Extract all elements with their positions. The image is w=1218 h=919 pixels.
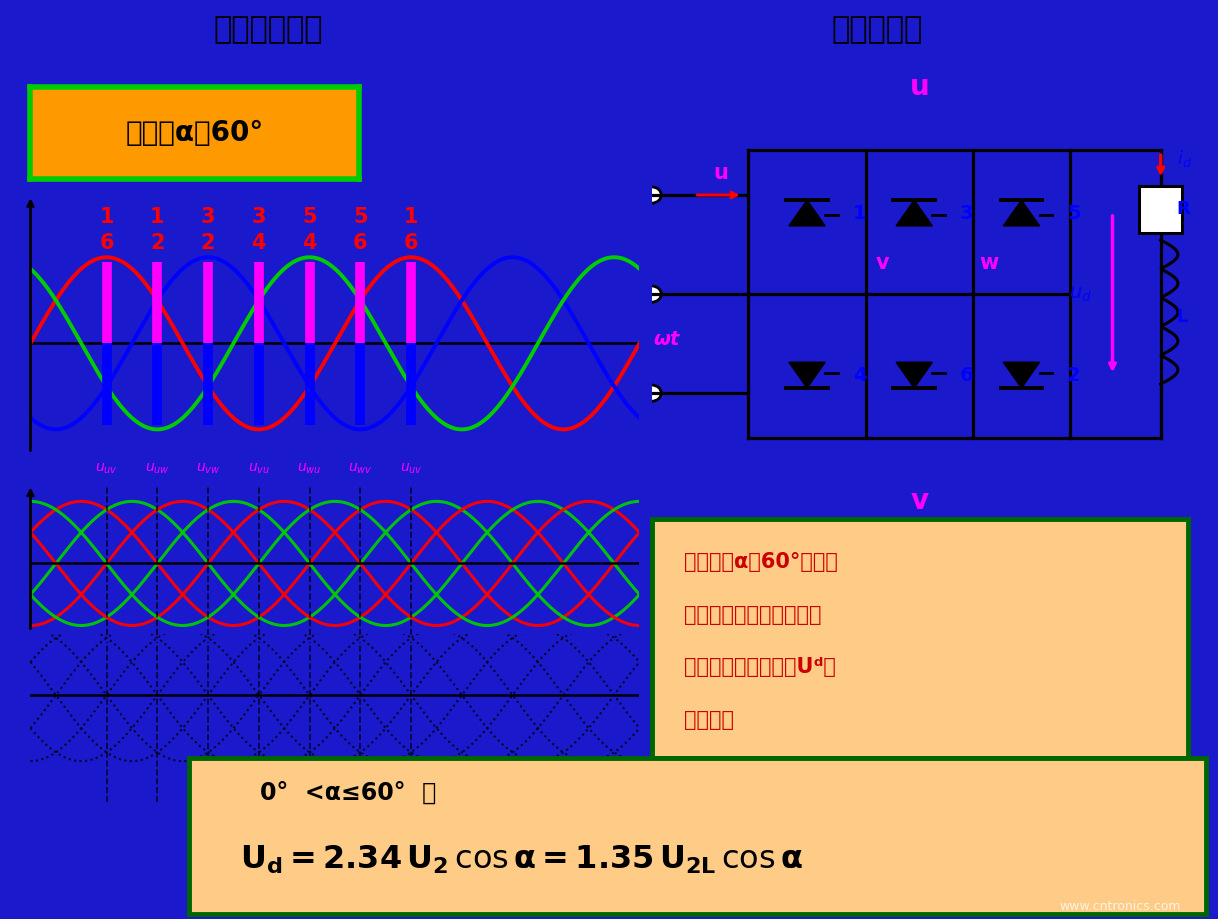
Text: 0°  <α≤60°  时: 0° <α≤60° 时 xyxy=(259,780,436,804)
Text: w: w xyxy=(979,254,999,273)
Text: u: u xyxy=(910,73,929,101)
Text: $i_d$: $i_d$ xyxy=(1177,149,1192,169)
Text: $u_{uv}$: $u_{uv}$ xyxy=(95,461,118,476)
Text: 2: 2 xyxy=(1067,366,1080,385)
Text: $u_{uv}$: $u_{uv}$ xyxy=(400,461,423,476)
Text: 2: 2 xyxy=(150,233,164,253)
Text: 1: 1 xyxy=(853,203,866,222)
Text: $\mathbf{U_d = 2.34\,U_2\,\cos\alpha = 1.35\,U_{2L}\,\cos\alpha}$: $\mathbf{U_d = 2.34\,U_2\,\cos\alpha = 1… xyxy=(240,844,803,876)
Text: ωt: ωt xyxy=(653,330,680,348)
Polygon shape xyxy=(1004,362,1039,388)
Text: $u_{wv}$: $u_{wv}$ xyxy=(348,461,373,476)
Text: 6: 6 xyxy=(404,233,418,253)
Polygon shape xyxy=(789,200,825,226)
Text: ωt: ωt xyxy=(653,556,677,573)
Text: $u_d$: $u_d$ xyxy=(1069,285,1091,303)
Text: 电感性负载: 电感性负载 xyxy=(832,16,922,44)
Bar xyxy=(1139,186,1183,233)
Text: 算式相同: 算式相同 xyxy=(683,710,733,730)
Text: 3: 3 xyxy=(960,203,973,222)
Text: $u_{uw}$: $u_{uw}$ xyxy=(145,461,169,476)
Polygon shape xyxy=(896,362,932,388)
Text: 4: 4 xyxy=(853,366,866,385)
Text: 1: 1 xyxy=(150,207,164,227)
Text: R: R xyxy=(1177,200,1190,219)
Text: v: v xyxy=(876,254,889,273)
Text: 2: 2 xyxy=(201,233,216,253)
Polygon shape xyxy=(896,200,932,226)
Text: 4: 4 xyxy=(302,233,317,253)
Text: www.cntronics.com: www.cntronics.com xyxy=(1060,900,1181,913)
Text: 5: 5 xyxy=(1067,203,1080,222)
Text: 三相桥式全控: 三相桥式全控 xyxy=(213,16,323,44)
Text: 1: 1 xyxy=(100,207,113,227)
Text: $u_{vw}$: $u_{vw}$ xyxy=(196,461,220,476)
Polygon shape xyxy=(1004,200,1039,226)
Text: 负载电压波形一样，Uᵈ计: 负载电压波形一样，Uᵈ计 xyxy=(683,657,836,677)
Text: 6: 6 xyxy=(960,366,973,385)
Text: u: u xyxy=(714,164,728,183)
Text: $u_{wu}$: $u_{wu}$ xyxy=(297,461,322,476)
Circle shape xyxy=(642,286,661,302)
Text: 连续，感性负载与电阵性: 连续，感性负载与电阵性 xyxy=(683,605,821,625)
Text: v: v xyxy=(911,487,928,516)
Text: 电阵负载α＜60°时波形: 电阵负载α＜60°时波形 xyxy=(683,552,838,573)
Text: 6: 6 xyxy=(353,233,368,253)
Polygon shape xyxy=(789,362,825,388)
Circle shape xyxy=(642,385,661,402)
Circle shape xyxy=(642,187,661,203)
Text: $u_{vu}$: $u_{vu}$ xyxy=(247,461,270,476)
Text: 5: 5 xyxy=(302,207,317,227)
Text: 1: 1 xyxy=(404,207,418,227)
Text: 3: 3 xyxy=(252,207,266,227)
Text: 3: 3 xyxy=(201,207,216,227)
Text: 6: 6 xyxy=(100,233,113,253)
Text: 5: 5 xyxy=(353,207,368,227)
Text: 4: 4 xyxy=(252,233,266,253)
Text: 控制角α＝60°: 控制角α＝60° xyxy=(125,119,264,147)
Text: L: L xyxy=(1177,308,1189,325)
